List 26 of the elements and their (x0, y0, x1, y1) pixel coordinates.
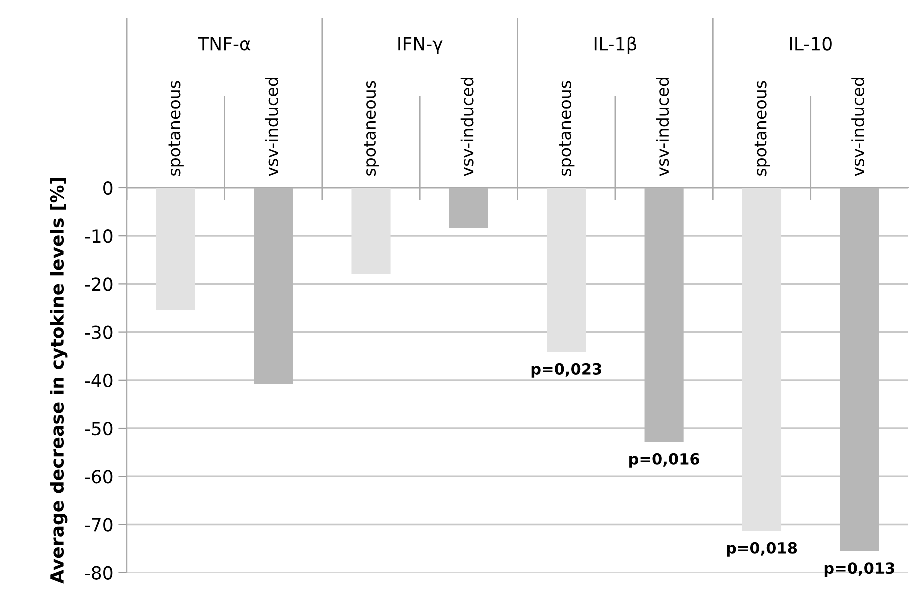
text: IFN-γ (398, 37, 443, 54)
y-tick-label: -50 (85, 422, 113, 436)
annotation: p=0,018 (727, 542, 798, 557)
y-tick-label: 0 (104, 181, 113, 196)
x-tick-label: spotaneous (168, 81, 184, 176)
y-tick-label: -80 (85, 566, 113, 580)
y-tick-label: -60 (85, 470, 113, 484)
text: IL-1β (594, 36, 636, 54)
y-tick-label: -20 (85, 278, 113, 292)
x-tick-label: spotaneous (560, 81, 575, 176)
text: TNF-α (198, 37, 251, 51)
y-tick-label: -70 (85, 518, 113, 532)
x-tick-label: spotaneous (754, 81, 770, 176)
x-tick-label: vsv-induced (460, 78, 474, 176)
x-tick-label: vsv-induced (656, 78, 670, 176)
y-tick-label: -10 (85, 230, 113, 244)
annotation: p=0,013 (824, 562, 894, 578)
annotation: p=0,016 (630, 453, 700, 468)
x-tick-label: vsv-induced (266, 78, 278, 176)
text: IL-10 (790, 37, 832, 51)
y-tick-label: -30 (85, 326, 113, 340)
annotation: p=0,023 (532, 363, 602, 378)
y-tick-label: -40 (85, 374, 113, 388)
y-axis-title: Average decrease in cytokine levels [%] (50, 178, 68, 584)
x-tick-label: vsv-induced (852, 78, 865, 176)
x-tick-label: spotaneous (364, 81, 380, 176)
